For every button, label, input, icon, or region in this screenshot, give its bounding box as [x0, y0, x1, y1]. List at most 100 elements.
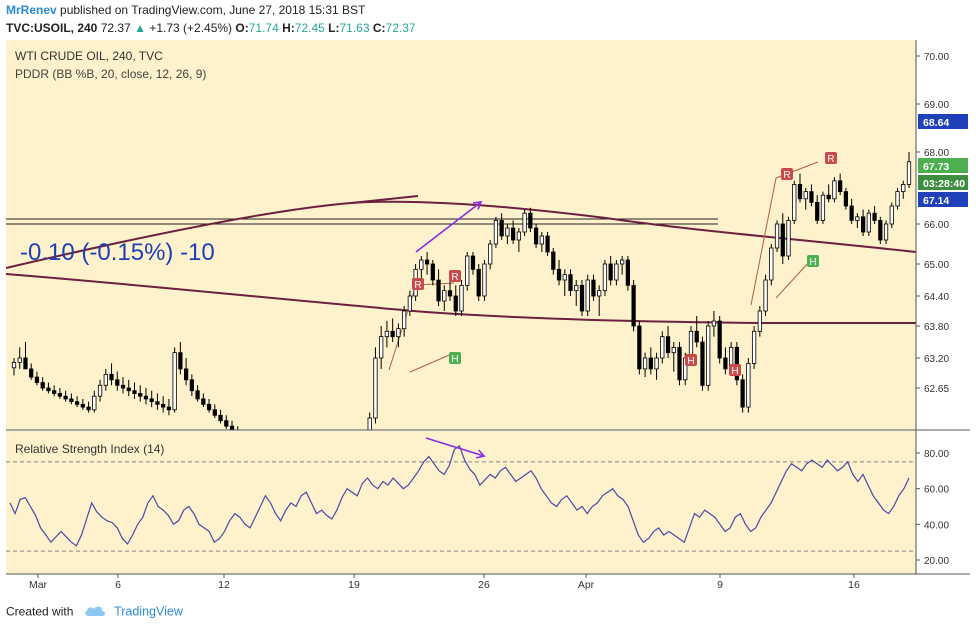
rsi-tick-label: 60.00	[924, 485, 949, 496]
candle-body	[488, 243, 493, 265]
price-label-text: 03:28:40	[923, 178, 965, 190]
time-tick-label: 6	[115, 579, 121, 591]
candle-body	[826, 194, 831, 200]
candle-body	[69, 398, 74, 403]
candle-body	[706, 325, 711, 386]
price-label-box	[918, 114, 968, 129]
candle-body	[447, 290, 453, 297]
candle-body	[166, 406, 172, 411]
candle-body	[574, 284, 579, 292]
time-tick-label: 12	[218, 579, 230, 591]
candle-body	[161, 403, 166, 408]
pattern-marker-label: H	[731, 366, 738, 377]
candle-body	[80, 403, 85, 408]
candle-body	[138, 393, 143, 397]
price-label-box	[918, 192, 968, 207]
candle-body	[92, 395, 97, 411]
candle-body	[809, 191, 814, 203]
pattern-line	[409, 352, 455, 373]
candle-body	[436, 279, 441, 302]
rsi-pane-background	[6, 431, 916, 574]
open-value: 71.74	[248, 21, 279, 35]
candle-body	[545, 235, 550, 253]
price-label-text: 67.14	[923, 195, 949, 207]
pattern-marker-r: R	[412, 278, 424, 291]
candle-body	[115, 379, 120, 386]
price-tick-label: 63.20	[924, 354, 949, 365]
time-tick-label: 26	[478, 579, 490, 591]
candle-body	[218, 414, 223, 422]
candle-body	[694, 330, 699, 343]
pattern-marker-box	[729, 364, 741, 376]
author-link[interactable]: MrRenev	[6, 3, 57, 17]
candle-body	[654, 357, 659, 370]
chart-area[interactable]: R R H H H R R H WTI CRUDE OIL, 240, TVC PDDR (BB …	[6, 40, 970, 596]
low-label: L:	[328, 21, 340, 35]
rsi-tick-label: 20.00	[924, 556, 949, 567]
candle-body	[855, 216, 860, 221]
pattern-marker-label: R	[827, 154, 834, 165]
candle-body	[23, 357, 28, 370]
candle-body	[476, 268, 481, 297]
price-tick-label: 64.40	[924, 292, 949, 303]
candle-body	[57, 393, 63, 397]
annotation-arrow-icon	[425, 437, 485, 457]
candle-body	[614, 263, 619, 281]
candle-body	[516, 231, 521, 241]
candle-body	[849, 205, 854, 221]
candle-body	[792, 183, 797, 221]
candle-body	[195, 390, 200, 400]
candle-body	[189, 379, 194, 392]
candle-body	[465, 255, 470, 286]
candle-body	[178, 352, 183, 370]
candle-body	[631, 284, 636, 327]
change-arrow-icon: ▲	[134, 21, 146, 35]
price-tick-label: 63.80	[924, 322, 949, 333]
candle-body	[499, 219, 504, 237]
rsi-title: Relative Strength Index (14)	[15, 442, 164, 456]
pattern-marker-r: R	[781, 168, 793, 181]
candle-body	[97, 384, 103, 397]
rsi-tick-label: 40.00	[924, 520, 949, 531]
candle-body	[562, 274, 567, 281]
candle-body	[660, 336, 665, 359]
candle-body	[843, 191, 849, 207]
pattern-marker-label: R	[783, 170, 790, 181]
open-label: O:	[235, 21, 249, 35]
candle-body	[597, 290, 602, 297]
moving-average-curve	[6, 273, 916, 325]
pattern-marker-box	[449, 352, 461, 364]
candle-body	[551, 251, 556, 270]
candle-body	[872, 212, 877, 221]
candle-body	[889, 205, 894, 225]
candle-body	[442, 290, 447, 302]
tradingview-link[interactable]: TradingView	[114, 604, 183, 619]
candle-body	[149, 398, 154, 403]
candle-body	[430, 263, 435, 281]
price-chart-svg[interactable]: R R H H H R R H WTI CRUDE OIL, 240, TVC PDDR (BB …	[6, 40, 970, 596]
candle-body	[677, 346, 682, 381]
pattern-line	[775, 259, 812, 299]
candle-body	[120, 384, 126, 389]
candle-body	[700, 341, 705, 386]
candle-body	[224, 420, 229, 427]
candle-body	[860, 216, 866, 233]
pattern-marker-label: R	[414, 280, 421, 291]
rsi-tick-label: 80.00	[924, 449, 949, 460]
candle-body	[373, 357, 378, 419]
trend-line	[350, 195, 419, 204]
candle-body	[459, 284, 464, 312]
candle-body	[402, 310, 407, 330]
price-tick-label: 65.00	[924, 260, 949, 271]
candle-body	[390, 330, 395, 338]
time-tick-label: Apr	[578, 579, 595, 591]
candle-body	[751, 330, 757, 364]
candle-body	[470, 255, 476, 270]
pattern-marker-h: H	[729, 364, 741, 377]
candle-body	[866, 212, 871, 233]
candle-body	[17, 357, 22, 363]
candle-body	[820, 194, 826, 221]
tradingview-cloud-icon	[83, 604, 107, 621]
publish-info: published on TradingView.com, June 27, 2…	[60, 3, 366, 17]
candle-body	[757, 310, 762, 332]
